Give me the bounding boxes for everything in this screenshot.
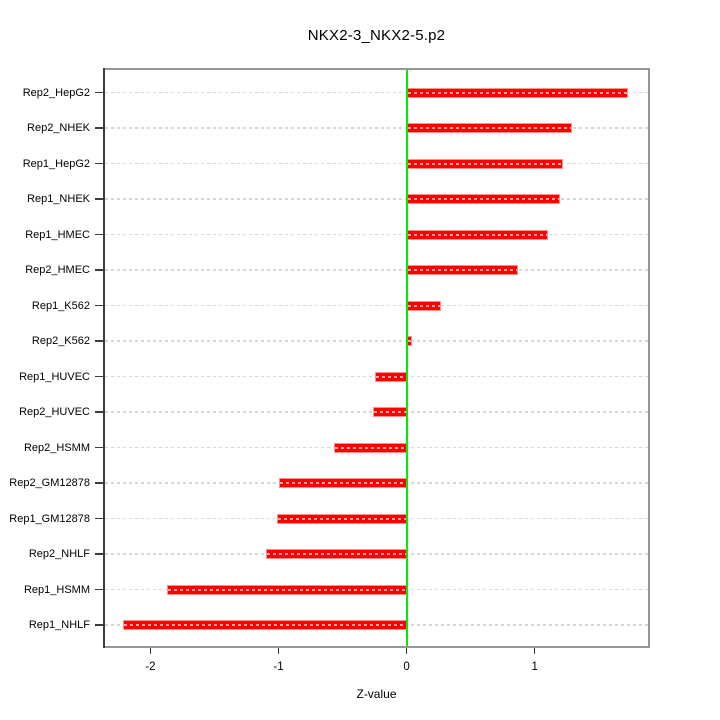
zero-reference-line — [405, 70, 408, 646]
y-tick-rep2-k562 — [95, 340, 103, 342]
gridline-rep1-nhek — [105, 198, 648, 200]
bar-rep1-huvec — [374, 371, 407, 382]
x-tick--2 — [149, 648, 152, 654]
y-tick-rep1-gm12878 — [95, 517, 103, 520]
gridline-rep1-hepg2 — [105, 162, 648, 165]
y-tick-rep1-hmec — [95, 233, 103, 236]
bar-rep2-hepg2 — [406, 87, 629, 98]
y-axis-label-rep1-gm12878: Rep1_GM12878 — [9, 512, 90, 525]
bar-rep1-hmec — [406, 229, 548, 240]
bar-grid-overlay — [374, 411, 406, 413]
y-axis-label-rep1-nhek: Rep1_NHEK — [27, 193, 90, 205]
y-tick-rep1-hepg2 — [95, 162, 103, 165]
y-axis-label-rep2-nhek: Rep2_NHEK — [27, 122, 90, 134]
bar-grid-overlay — [407, 127, 571, 129]
y-axis-label-rep1-k562: Rep1_K562 — [31, 299, 90, 312]
bar-grid-overlay — [407, 269, 518, 271]
x-tick-label--2: -2 — [145, 661, 156, 673]
gridline-rep2-hepg2 — [105, 91, 648, 94]
bar-grid-overlay — [407, 304, 441, 307]
y-axis-label-rep2-hsmm: Rep2_HSMM — [23, 441, 90, 454]
bar-rep2-hsmm — [333, 442, 407, 453]
bar-grid-overlay — [334, 446, 406, 449]
chart-title: NKX2-3_NKX2-5.p2 — [307, 27, 446, 44]
x-tick-0 — [405, 648, 408, 654]
x-tick-1 — [533, 648, 536, 654]
bar-rep2-nhek — [406, 123, 572, 133]
bar-grid-overlay — [279, 482, 406, 484]
y-tick-rep1-nhek — [95, 198, 103, 200]
y-tick-rep1-huvec — [95, 375, 103, 378]
y-tick-rep2-hsmm — [95, 446, 103, 449]
bar-rep1-hepg2 — [406, 158, 563, 169]
x-tick-label--1: -1 — [273, 661, 284, 673]
y-axis-label-rep1-hepg2: Rep1_HepG2 — [22, 157, 90, 170]
y-axis-line — [103, 68, 105, 648]
y-axis-label-rep1-huvec: Rep1_HUVEC — [19, 370, 90, 383]
gridline-rep1-hmec — [105, 233, 648, 236]
y-axis-label-rep1-nhlf: Rep1_NHLF — [28, 619, 90, 631]
bar-rep2-nhlf — [265, 549, 407, 559]
bar-grid-overlay — [278, 517, 406, 520]
y-axis-label-rep2-gm12878: Rep2_GM12878 — [9, 477, 90, 489]
bar-rep2-gm12878 — [278, 478, 407, 488]
x-tick-label-1: 1 — [531, 661, 538, 673]
bar-grid-overlay — [407, 198, 560, 200]
gridline-rep2-nhek — [105, 127, 648, 129]
plot-area: Rep2_HepG2 Rep2_NHEK Rep1_HepG2 Rep1_NHEK Re… — [9, 68, 650, 673]
y-axis-label-rep2-hepg2: Rep2_HepG2 — [22, 86, 90, 99]
bar-grid-overlay — [407, 340, 411, 342]
y-tick-rep2-hmec — [95, 269, 103, 271]
bar-grid-overlay — [407, 91, 628, 94]
y-axis-label-rep1-hmec: Rep1_HMEC — [25, 228, 90, 241]
bar-rep1-k562 — [406, 300, 442, 311]
x-tick-label-0: 0 — [403, 661, 410, 673]
y-axis-label-rep1-hsmm: Rep1_HSMM — [23, 583, 90, 596]
y-axis-label-rep2-hmec: Rep2_HMEC — [25, 264, 90, 276]
y-tick-rep2-huvec — [95, 411, 103, 413]
bar-grid-overlay — [168, 588, 406, 591]
y-axis-label-rep2-nhlf: Rep2_NHLF — [28, 548, 90, 560]
bar-grid-overlay — [124, 624, 406, 626]
y-tick-rep2-gm12878 — [95, 482, 103, 484]
bar-grid-overlay — [266, 553, 406, 555]
gridline-rep2-hmec — [105, 269, 648, 271]
y-tick-rep1-k562 — [95, 304, 103, 307]
y-tick-rep2-nhek — [95, 127, 103, 129]
x-axis-title: Z-value — [356, 687, 397, 701]
x-tick--1 — [277, 648, 280, 654]
bar-grid-overlay — [407, 162, 562, 165]
y-axis-label-rep2-k562: Rep2_K562 — [31, 335, 90, 347]
bar-rep2-huvec — [373, 407, 407, 417]
bar-grid-overlay — [375, 375, 406, 378]
bar-rep2-hmec — [406, 265, 519, 275]
y-tick-rep2-hepg2 — [95, 91, 103, 94]
bar-rep1-nhlf — [123, 620, 407, 630]
bar-rep1-nhek — [406, 194, 561, 204]
y-tick-rep2-nhlf — [95, 553, 103, 555]
bar-rep1-hsmm — [167, 584, 407, 595]
bar-grid-overlay — [407, 233, 547, 236]
bar-rep1-gm12878 — [277, 513, 407, 524]
y-tick-rep1-nhlf — [95, 624, 103, 626]
gridline-rep2-k562 — [105, 340, 648, 342]
y-axis-label-rep2-huvec: Rep2_HUVEC — [19, 406, 90, 418]
gridline-rep1-k562 — [105, 304, 648, 307]
y-tick-rep1-hsmm — [95, 588, 103, 591]
